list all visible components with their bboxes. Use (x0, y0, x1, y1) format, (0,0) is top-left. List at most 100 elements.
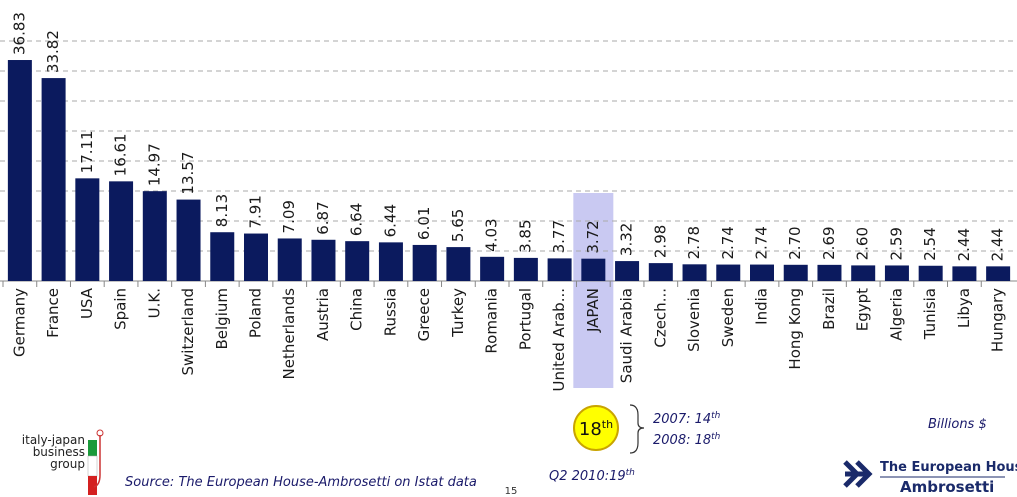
bar (277, 238, 302, 281)
x-tick-label: USA (78, 287, 96, 319)
value-label: 3.32 (618, 223, 636, 256)
bar (446, 247, 471, 281)
value-label: 4.03 (483, 218, 501, 251)
bar (817, 264, 842, 281)
x-tick-label: Hungary (989, 288, 1007, 352)
value-label: 2.44 (955, 228, 973, 261)
x-tick-label: Romania (483, 288, 501, 354)
history-sup: th (711, 411, 721, 421)
bar (682, 264, 707, 281)
page-number: 15 (505, 486, 518, 497)
x-tick-label: Russia (381, 288, 399, 336)
logo-text: italy-japan (22, 433, 85, 447)
value-label: 2.60 (854, 227, 872, 260)
x-tick-label: Czech... (651, 288, 669, 348)
bar (884, 265, 909, 281)
bar (345, 241, 370, 281)
bar (210, 232, 235, 281)
value-label: 2.54 (921, 227, 939, 260)
bar (244, 233, 268, 281)
logo-text: Ambrosetti (900, 478, 994, 496)
bar (750, 264, 774, 281)
bar (7, 60, 32, 281)
flag-white (87, 455, 98, 477)
history-2007: 2007: 14th (653, 411, 721, 427)
value-label: 7.91 (247, 195, 265, 228)
history-2008: 2008: 18th (653, 432, 721, 448)
value-label: 2.70 (786, 226, 804, 259)
quarter-text: Q2 2010:19 (549, 469, 626, 484)
value-label: 2.59 (887, 227, 905, 260)
logo-curve (93, 435, 101, 488)
bar (480, 256, 505, 281)
bar (716, 264, 741, 281)
history-sup: th (711, 432, 721, 442)
x-tick-label: Poland (247, 288, 265, 338)
x-tick-label: Netherlands (280, 288, 298, 380)
history-text: 2007: 14 (653, 412, 711, 427)
x-tick-label: Sweden (719, 288, 737, 347)
bar (75, 178, 100, 281)
x-tick-label: Libya (955, 288, 973, 328)
value-label: 6.01 (415, 207, 433, 240)
x-tick-label: Spain (112, 288, 130, 330)
logo-dot (96, 429, 104, 437)
value-label: 14.97 (145, 143, 163, 186)
bar (513, 257, 538, 281)
value-label: 6.87 (314, 201, 332, 234)
flag-red (88, 476, 97, 495)
x-tick-label: Algeria (887, 288, 905, 341)
bar (412, 244, 437, 281)
x-tick-label: United Arab... (550, 288, 568, 392)
value-label: 2.44 (989, 228, 1007, 261)
x-tick-label: India (753, 288, 771, 325)
bar (547, 258, 572, 281)
value-label: 17.11 (78, 130, 96, 173)
bar (918, 265, 943, 281)
value-label: 36.83 (10, 12, 28, 55)
value-label: 3.77 (550, 220, 568, 253)
bar (311, 239, 336, 281)
x-tick-label: Slovenia (685, 288, 703, 352)
value-label: 2.98 (651, 225, 669, 258)
x-tick-label: Switzerland (179, 288, 197, 376)
x-tick-label: Portugal (516, 288, 534, 350)
x-tick-label: Austria (314, 288, 332, 341)
unit-note: Billions $ (928, 417, 987, 432)
rank-suffix: th (602, 418, 613, 431)
bar (648, 263, 673, 281)
x-tick-label: JAPAN (584, 288, 602, 333)
x-tick-label: Turkey (449, 288, 467, 338)
value-label: 16.61 (112, 133, 130, 176)
x-tick-label: Germany (10, 288, 28, 357)
value-label: 2.74 (753, 226, 771, 259)
logo-text: business (33, 445, 85, 459)
bar (142, 191, 167, 281)
x-tick-label: Saudi Arabia (618, 288, 636, 383)
bar (615, 261, 640, 281)
bar (986, 266, 1011, 281)
quarter-sup: th (626, 468, 636, 478)
x-tick-label: Belgium (213, 288, 231, 350)
bar (851, 265, 876, 281)
x-tick-label: China (348, 288, 366, 331)
highlight (573, 193, 614, 388)
logo-icon (843, 460, 873, 488)
chart: Germany 36.83 France 33.82 USA 17.11 Spain 16.6… (0, 12, 1017, 392)
brace (629, 404, 645, 454)
value-label: 6.64 (348, 203, 366, 236)
bar (952, 266, 977, 281)
source: Source: The European House-Ambrosetti on… (125, 475, 477, 490)
right-logo: The European House Ambrosetti (843, 460, 1017, 496)
left-logo: italy-japan business group (22, 429, 104, 495)
bar (581, 258, 606, 281)
value-label: 2.69 (820, 226, 838, 259)
logo-text: The European House (880, 460, 1017, 475)
rank: 18th (579, 418, 613, 440)
bar (378, 242, 403, 281)
x-tick-label: France (44, 288, 62, 338)
bar (41, 78, 66, 281)
flag-green (88, 440, 97, 456)
value-label: 2.74 (719, 226, 737, 259)
